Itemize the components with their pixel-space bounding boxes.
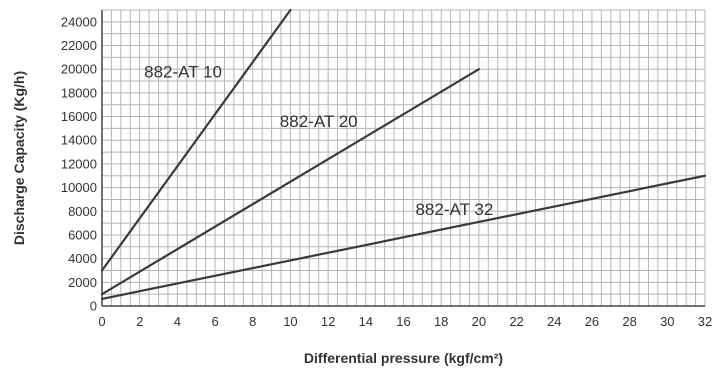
y-tick-label: 20000 xyxy=(61,62,97,77)
series-line xyxy=(100,8,292,272)
series-label: 882-AT 32 xyxy=(415,200,493,219)
x-tick-label: 26 xyxy=(585,314,599,329)
x-tick-label: 32 xyxy=(698,314,712,329)
y-tick-label: 6000 xyxy=(68,227,97,242)
series-labels: 882-AT 10 882-AT 20 882-AT 32 xyxy=(144,62,493,218)
series-line xyxy=(100,68,480,296)
x-tick-label: 6 xyxy=(211,314,218,329)
x-tick-label: 10 xyxy=(283,314,297,329)
y-tick-label: 0 xyxy=(90,299,97,314)
y-tick-label: 18000 xyxy=(61,85,97,100)
x-axis-title: Differential pressure (kgf/cm²) xyxy=(304,350,503,366)
x-tick-label: 8 xyxy=(249,314,256,329)
x-tick-label: 16 xyxy=(396,314,410,329)
x-tick-label: 22 xyxy=(509,314,523,329)
x-tick-labels: 0 2 4 6 8 10 12 14 16 18 20 22 24 26 28 30 32 xyxy=(98,314,712,329)
y-tick-label: 16000 xyxy=(61,109,97,124)
y-tick-label: 2000 xyxy=(68,275,97,290)
y-tick-label: 12000 xyxy=(61,156,97,171)
series xyxy=(100,8,707,300)
series-label: 882-AT 10 xyxy=(144,62,222,81)
y-tick-label: 8000 xyxy=(68,204,97,219)
x-tick-label: 24 xyxy=(547,314,561,329)
y-tick-label: 22000 xyxy=(61,38,97,53)
y-tick-label: 10000 xyxy=(61,180,97,195)
x-tick-label: 4 xyxy=(174,314,181,329)
x-tick-label: 28 xyxy=(622,314,636,329)
series-label: 882-AT 20 xyxy=(280,112,358,131)
x-tick-label: 18 xyxy=(434,314,448,329)
y-tick-label: 14000 xyxy=(61,133,97,148)
axes xyxy=(101,10,705,307)
x-tick-label: 20 xyxy=(472,314,486,329)
x-tick-label: 2 xyxy=(136,314,143,329)
x-tick-label: 12 xyxy=(321,314,335,329)
y-tick-labels: 0 2000 4000 6000 8000 10000 12000 14000 16000 180… xyxy=(61,14,97,313)
y-tick-label: 24000 xyxy=(61,14,97,29)
y-axis-title: Discharge Capacity (Kg/h) xyxy=(11,71,27,245)
x-tick-label: 14 xyxy=(359,314,373,329)
x-tick-label: 30 xyxy=(660,314,674,329)
grid xyxy=(102,9,706,306)
x-tick-label: 0 xyxy=(98,314,105,329)
series-line xyxy=(100,174,707,300)
y-tick-label: 4000 xyxy=(68,251,97,266)
